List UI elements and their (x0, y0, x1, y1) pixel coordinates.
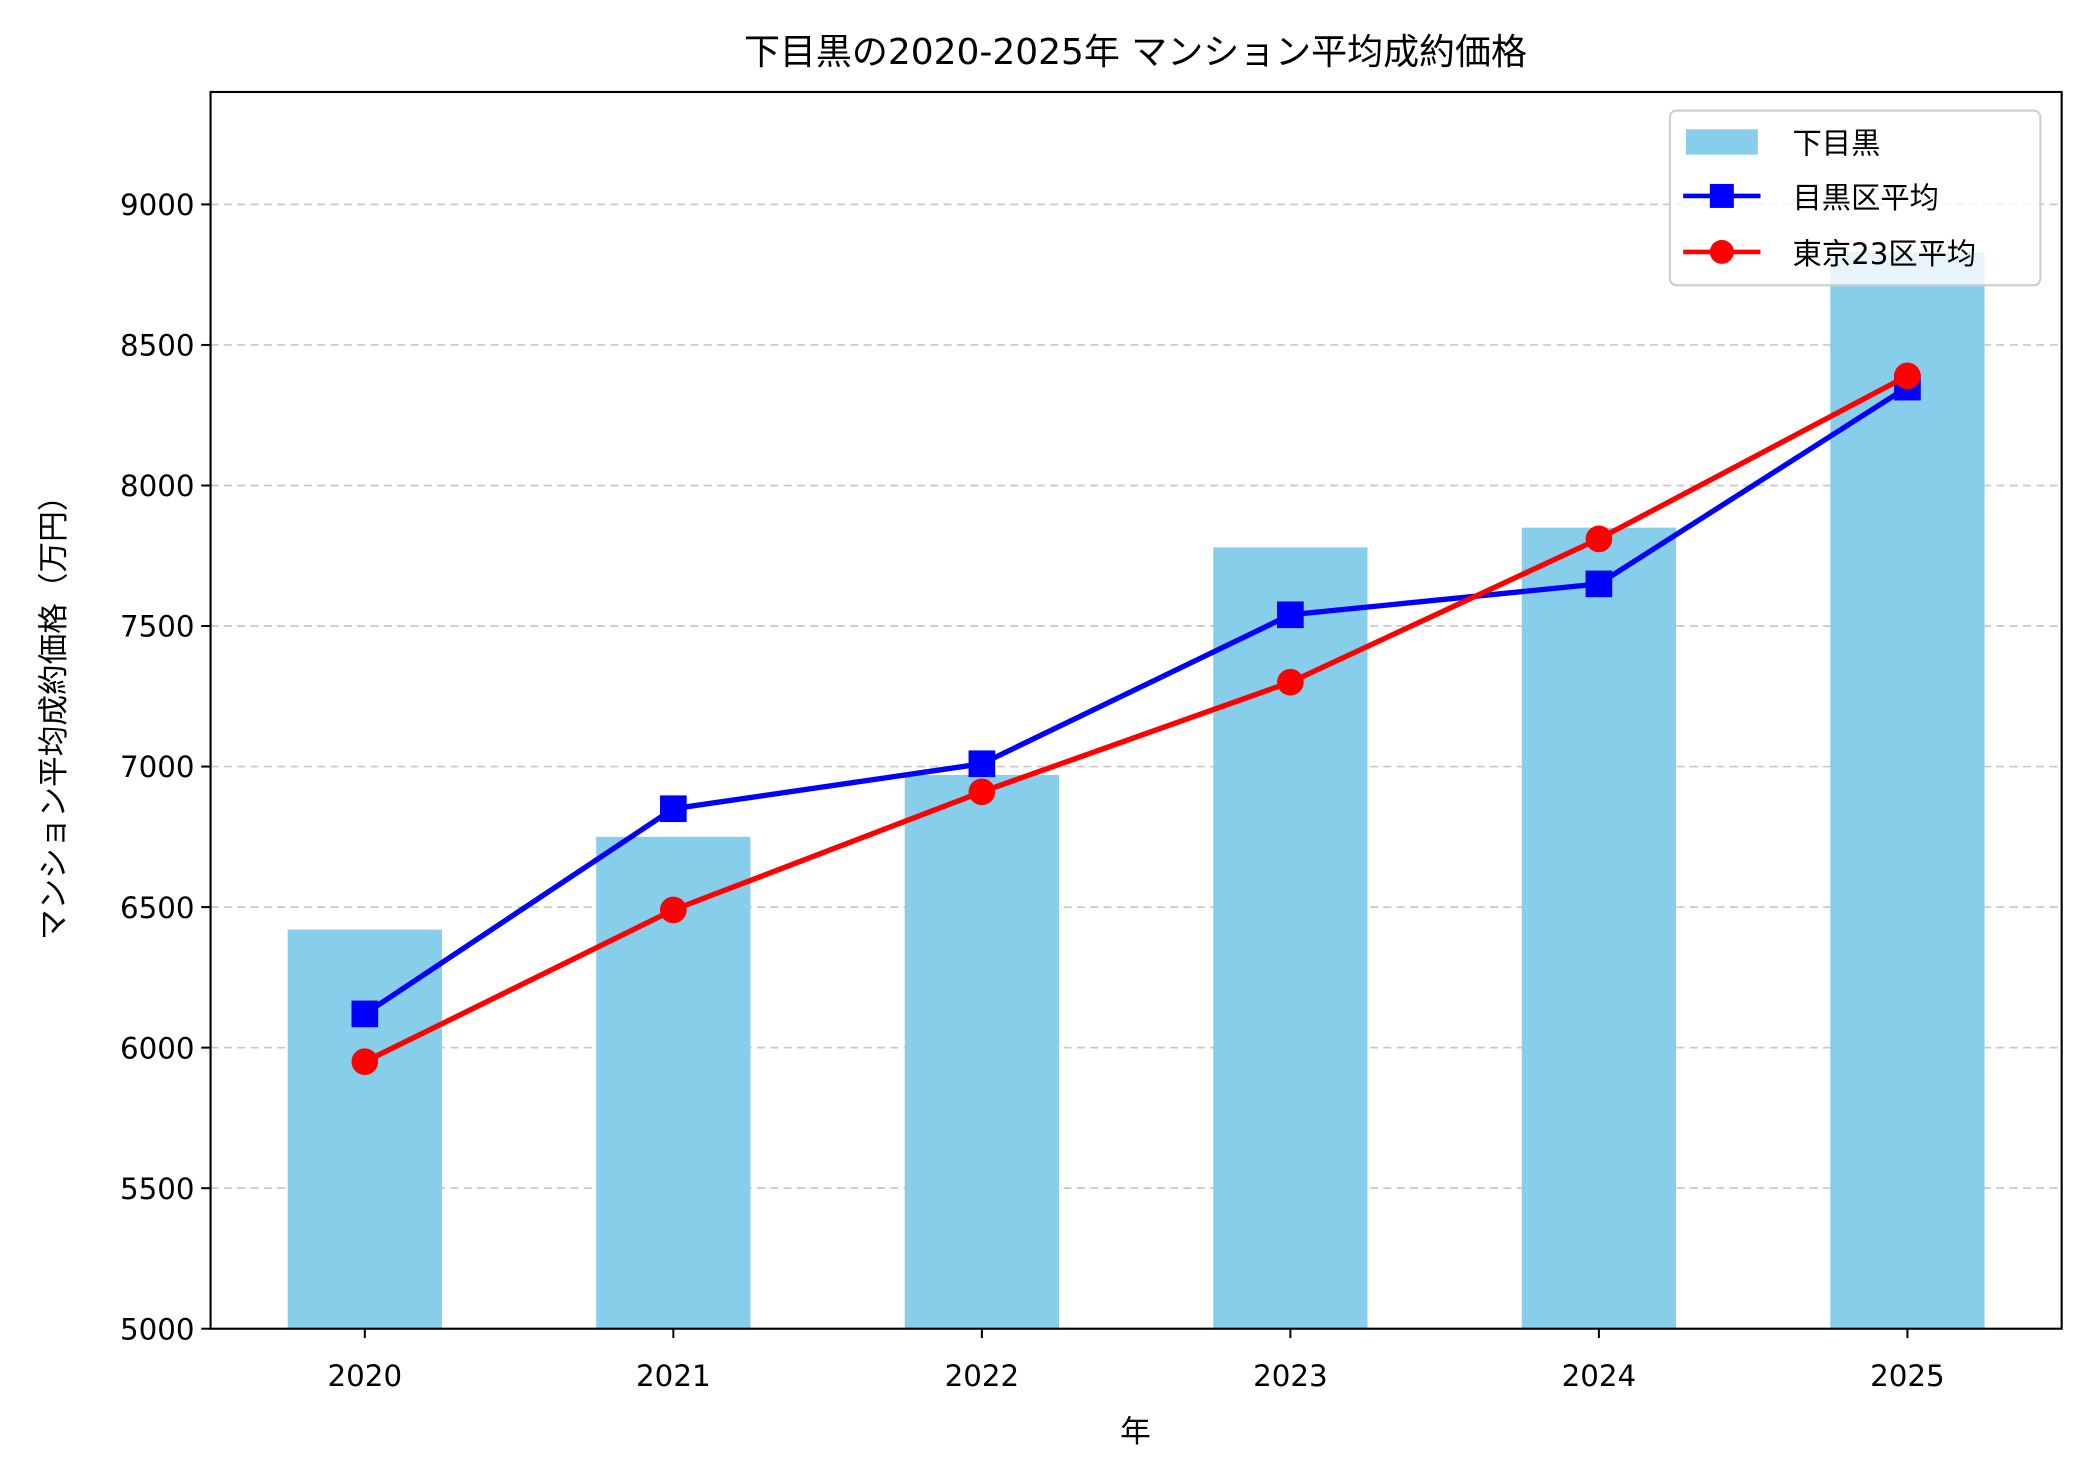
x-tick-label: 2020 (328, 1359, 403, 1393)
x-tick-label: 2024 (1562, 1359, 1637, 1393)
legend-square-marker-icon (1709, 183, 1734, 208)
x-tick-label: 2021 (636, 1359, 711, 1393)
legend-circle-marker-icon (1709, 239, 1734, 264)
point-目黒区平均-2023 (1277, 601, 1304, 629)
point-東京23区平均-2021 (660, 896, 687, 924)
point-東京23区平均-2020 (351, 1048, 379, 1076)
y-tick-label: 8000 (120, 469, 195, 503)
x-tick-label: 2023 (1253, 1359, 1328, 1393)
bar-2024 (1521, 527, 1677, 1329)
point-東京23区平均-2022 (968, 778, 996, 806)
legend-label-meguro: 目黒区平均 (1792, 181, 1938, 215)
point-目黒区平均-2024 (1585, 570, 1613, 598)
line-東京23区平均 (363, 373, 1909, 1065)
legend-swatch-bar (1685, 129, 1758, 155)
x-tick-label: 2022 (945, 1359, 1020, 1393)
point-東京23区平均-2024 (1585, 525, 1613, 553)
bar-2025 (1830, 252, 1985, 1329)
bar-2023 (1213, 547, 1368, 1329)
gridlines (210, 203, 2062, 1190)
point-東京23区平均-2025 (1894, 362, 1921, 390)
bars (287, 252, 1985, 1329)
y-tick-label: 7500 (120, 610, 195, 644)
y-axis: 5000 5500 6000 6500 7000 7500 8000 8500 9000 (120, 188, 211, 1346)
y-tick-label: 7000 (120, 750, 195, 784)
y-tick-label: 5000 (120, 1312, 195, 1346)
x-axis-label: 年 (1120, 1415, 1151, 1450)
y-tick-label: 9000 (120, 188, 195, 222)
point-目黒区平均-2020 (351, 1000, 379, 1028)
point-目黒区平均-2021 (660, 795, 687, 823)
y-tick-label: 5500 (120, 1172, 195, 1206)
legend-box (1668, 109, 2042, 287)
bar-2020 (287, 929, 442, 1329)
y-tick-label: 8500 (120, 329, 195, 363)
y-tick-label: 6000 (120, 1031, 195, 1065)
legend-label-tokyo: 東京23区平均 (1792, 237, 1976, 271)
plot-frame (209, 90, 2063, 1330)
x-tick-label: 2025 (1870, 1359, 1945, 1393)
bar-2022 (904, 774, 1059, 1329)
legend: 下目黒 目黒区平均 東京23区平均 (1668, 109, 2042, 287)
y-axis-label: マンション平均成約価格（万円） (37, 481, 72, 941)
line-目黒区平均 (363, 384, 1909, 1017)
y-tick-label: 6500 (120, 891, 195, 925)
x-axis: 2020 2021 2022 2023 2024 2025 (328, 1328, 1945, 1393)
chart-title: 下目黒の2020-2025年 マンション平均成約価格 (744, 32, 1527, 73)
lines (351, 362, 1921, 1076)
legend-label-shimomeguro: 下目黒 (1792, 126, 1880, 160)
point-東京23区平均-2023 (1277, 668, 1304, 696)
point-目黒区平均-2022 (968, 750, 996, 778)
